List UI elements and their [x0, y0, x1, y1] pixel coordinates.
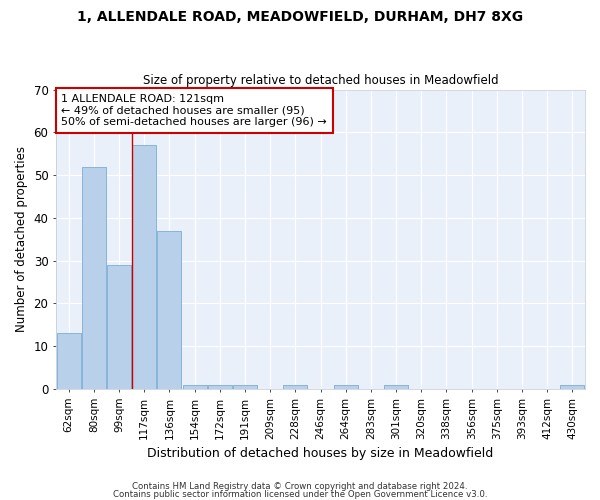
Bar [334, 384, 358, 389]
Text: Contains public sector information licensed under the Open Government Licence v3: Contains public sector information licen… [113, 490, 487, 499]
Bar [157, 230, 181, 389]
Bar [560, 384, 584, 389]
Bar [384, 384, 408, 389]
Bar [233, 384, 257, 389]
Bar [132, 145, 156, 389]
Text: Contains HM Land Registry data © Crown copyright and database right 2024.: Contains HM Land Registry data © Crown c… [132, 482, 468, 491]
Title: Size of property relative to detached houses in Meadowfield: Size of property relative to detached ho… [143, 74, 499, 87]
Bar [283, 384, 307, 389]
Text: 1 ALLENDALE ROAD: 121sqm
← 49% of detached houses are smaller (95)
50% of semi-d: 1 ALLENDALE ROAD: 121sqm ← 49% of detach… [61, 94, 327, 127]
Bar [182, 384, 206, 389]
Bar [208, 384, 232, 389]
Bar [82, 166, 106, 389]
Y-axis label: Number of detached properties: Number of detached properties [15, 146, 28, 332]
Text: 1, ALLENDALE ROAD, MEADOWFIELD, DURHAM, DH7 8XG: 1, ALLENDALE ROAD, MEADOWFIELD, DURHAM, … [77, 10, 523, 24]
Bar [107, 265, 131, 389]
X-axis label: Distribution of detached houses by size in Meadowfield: Distribution of detached houses by size … [148, 447, 494, 460]
Bar [56, 334, 80, 389]
